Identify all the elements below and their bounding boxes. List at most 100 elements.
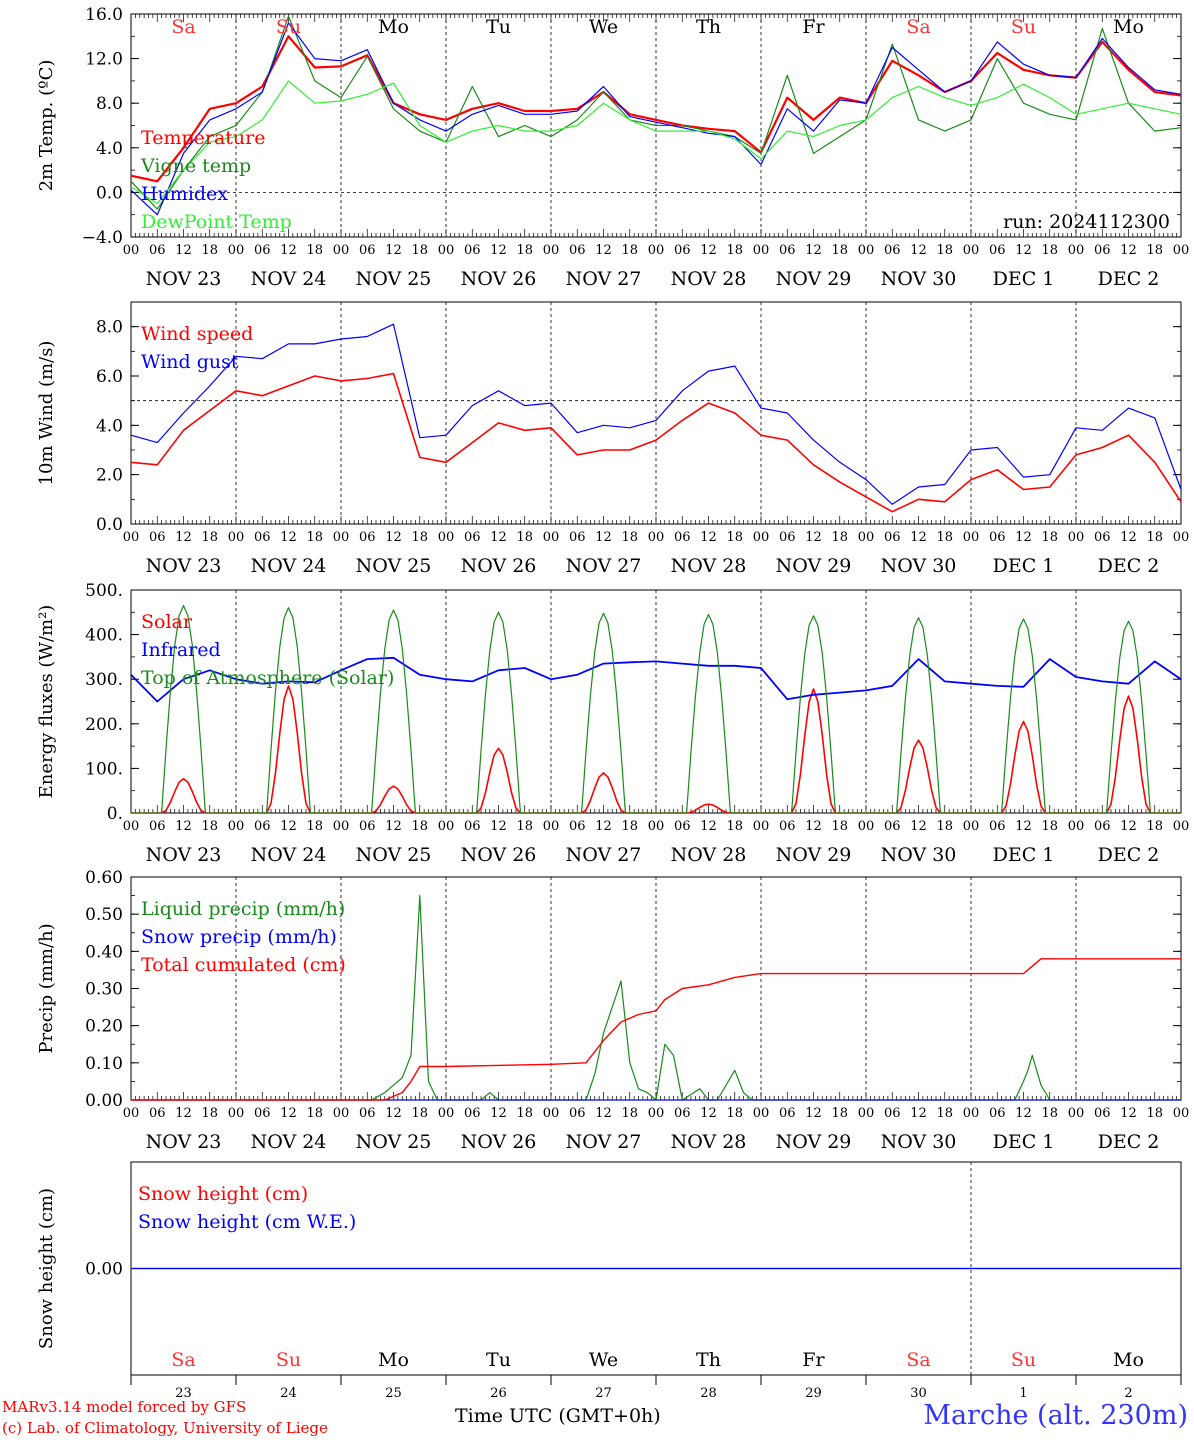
day-number-label: 30 [910,1386,927,1401]
hour-tick-label: 18 [1041,243,1058,258]
weekday-label: Th [696,16,721,38]
hour-tick-label: 18 [411,1106,428,1121]
hour-tick-label: 18 [1146,243,1163,258]
y-tick-label: 400. [85,626,123,646]
hour-tick-label: 00 [963,530,980,545]
hour-tick-label: 18 [1146,530,1163,545]
hour-tick-label: 06 [779,819,796,834]
hour-tick-label: 06 [359,1106,376,1121]
hour-tick-label: 12 [175,243,192,258]
y-tick-label: 0.30 [85,980,123,1000]
day-number-label: 24 [280,1386,297,1401]
series-line-1 [130,35,1182,183]
lab-credit: (c) Lab. of Climatology, University of L… [2,1419,328,1437]
y-axis-label: Snow height (cm) [36,1188,57,1349]
hour-tick-label: 06 [464,530,481,545]
legend-entry: Total cumulated (cm) [141,954,346,976]
hour-tick-label: 00 [1173,530,1190,545]
hour-tick-label: 06 [989,243,1006,258]
hour-tick-label: 12 [805,530,822,545]
hour-tick-label: 06 [569,243,586,258]
y-tick-label: −4.0 [82,228,123,248]
hour-tick-label: 06 [884,243,901,258]
plot-frame [130,589,1182,814]
hour-tick-label: 00 [753,530,770,545]
hour-tick-label: 12 [1120,1106,1137,1121]
hour-tick-label: 00 [1173,1106,1190,1121]
weekday-label: Fr [802,1349,825,1371]
date-label: NOV 29 [776,1131,852,1153]
date-label: NOV 24 [251,1131,327,1153]
date-label: NOV 24 [251,268,327,290]
hour-tick-label: 12 [805,819,822,834]
hour-tick-label: 06 [884,530,901,545]
y-axis-label: 10m Wind (m/s) [36,341,57,486]
day-number-label: 28 [700,1386,717,1401]
y-tick-label: 0.00 [85,1260,123,1280]
date-label: NOV 26 [461,1131,537,1153]
chart-panel-5: 0.00 Snow height (cm) Snow height (cm) Snow… [36,1161,1182,1385]
hour-tick-label: 06 [254,1106,271,1121]
hour-tick-label: 00 [543,819,560,834]
legend-entry: Humidex [141,183,228,205]
hour-tick-label: 06 [254,530,271,545]
legend-entry: Temperature [141,127,265,149]
y-tick-label: 500. [85,581,123,601]
hour-tick-label: 12 [1015,530,1032,545]
y-tick-label: 0.0 [96,183,123,203]
hour-tick-label: 06 [779,530,796,545]
hour-tick-label: 06 [359,819,376,834]
date-label: NOV 23 [146,1131,222,1153]
series-line-4 [130,80,1182,205]
date-label: NOV 25 [356,844,432,866]
hour-tick-label: 00 [1068,243,1085,258]
legend-entry: Snow precip (mm/h) [141,926,337,948]
hour-tick-label: 00 [123,1106,140,1121]
date-label: NOV 26 [461,555,537,577]
hour-tick-label: 18 [936,243,953,258]
date-label: NOV 25 [356,268,432,290]
hour-tick-label: 12 [595,819,612,834]
hour-tick-label: 18 [621,1106,638,1121]
y-tick-label: 0.00 [85,1091,123,1111]
hour-tick-label: 00 [438,819,455,834]
hour-tick-label: 06 [1094,819,1111,834]
date-label: DEC 1 [993,844,1055,866]
hour-tick-label: 00 [858,530,875,545]
hour-tick-label: 12 [175,1106,192,1121]
hour-tick-label: 12 [385,1106,402,1121]
hour-tick-label: 00 [963,243,980,258]
hour-tick-label: 18 [1041,530,1058,545]
day-number-label: 1 [1019,1386,1027,1401]
hour-tick-label: 18 [831,530,848,545]
weekday-label: Fr [802,16,825,38]
hour-tick-label: 18 [726,1106,743,1121]
legend-entry: Solar [141,611,193,633]
hour-tick-label: 06 [464,819,481,834]
hour-tick-label: 00 [543,530,560,545]
hour-tick-label: 00 [228,530,245,545]
hour-tick-label: 06 [884,1106,901,1121]
hour-tick-label: 00 [1068,819,1085,834]
hour-tick-label: 12 [595,1106,612,1121]
y-tick-label: 8.0 [96,94,123,114]
series-line-3 [131,604,1181,814]
hour-tick-label: 06 [149,243,166,258]
hour-tick-label: 06 [674,819,691,834]
weekday-label: Mo [378,1349,409,1371]
hour-tick-label: 06 [254,243,271,258]
hour-tick-label: 18 [621,530,638,545]
y-tick-label: 0.60 [85,868,123,888]
hour-tick-label: 12 [910,1106,927,1121]
hour-tick-label: 00 [648,243,665,258]
hour-tick-label: 00 [123,819,140,834]
date-label: DEC 2 [1098,1131,1160,1153]
y-tick-label: 300. [85,670,123,690]
y-tick-label: 100. [85,759,123,779]
series-line-2 [130,323,1182,505]
hour-tick-label: 00 [858,243,875,258]
hour-tick-label: 06 [149,1106,166,1121]
date-label: DEC 2 [1098,268,1160,290]
legend-entry: Wind gust [141,351,239,373]
hour-tick-label: 12 [1015,819,1032,834]
